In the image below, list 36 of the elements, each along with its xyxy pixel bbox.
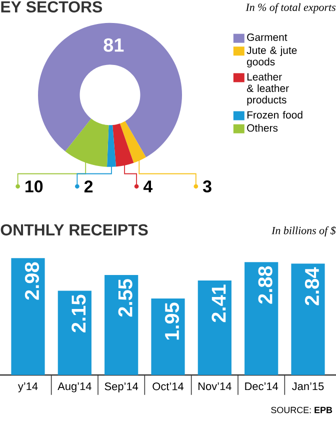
data-label: 2.41 [212,284,226,322]
bar [11,258,45,375]
chart-title: ONTHLY RECEIPTS [0,224,148,236]
chart-subtitle: In billions of $ [272,226,336,236]
chart-title: EY SECTORS [1,1,102,12]
x-tick-label: Nov’14 [198,382,232,390]
bar [198,280,232,375]
data-label: 2.98 [24,262,40,300]
data-label: 1.95 [164,302,180,340]
chart-subtitle: In % of total exports [246,3,336,14]
legend-label: Garment [247,34,288,41]
data-label: 2.15 [72,294,86,332]
data-label: 2.84 [304,267,320,306]
x-tick-label: Jan’15 [292,382,324,390]
data-label: 2 [84,180,93,192]
bar [151,298,185,375]
legend-label: Leather & leather products [246,72,289,106]
bar [104,275,138,375]
data-label: 4 [143,180,153,192]
x-tick-label: Oct’14 [152,382,184,390]
data-label: 2.55 [118,279,132,317]
data-label: 3 [202,180,212,192]
data-label: 2.88 [258,266,272,304]
legend-label: Frozen food [247,110,302,119]
data-label: 10 [26,180,43,192]
x-tick-label: Aug’14 [58,382,92,392]
bar [244,262,278,375]
data-label: 81 [104,38,124,52]
x-tick-label: y’14 [18,382,38,392]
x-tick-label: Dec’14 [245,382,278,390]
bar [291,264,325,375]
legend-label: Jute & jute goods [246,46,297,68]
legend-label: Others [247,124,278,132]
bar [58,290,92,375]
x-tick-label: Sep’14 [104,382,138,392]
source-note: SOURCE: EPB [271,406,332,414]
